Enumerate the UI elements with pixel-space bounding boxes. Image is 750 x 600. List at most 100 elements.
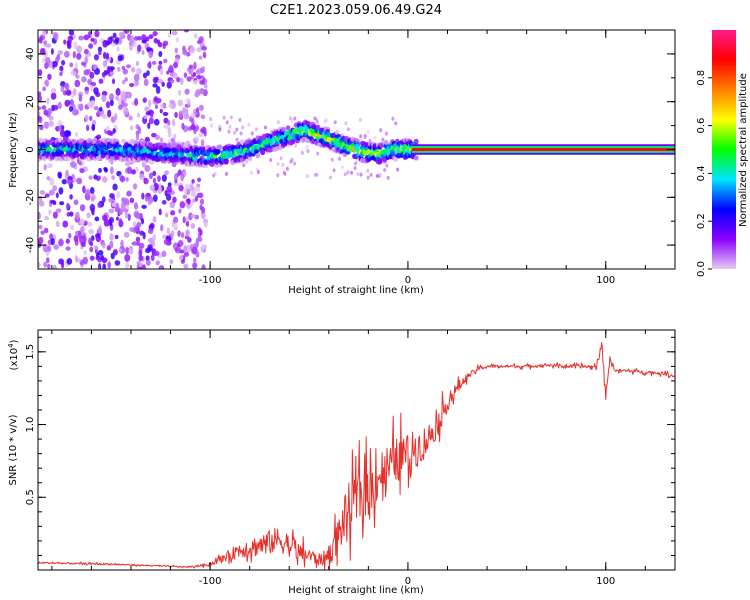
heatmap-noise-cell bbox=[55, 220, 60, 228]
heatmap-noise-cell bbox=[123, 30, 130, 34]
heatmap-noise-cell bbox=[38, 91, 42, 97]
heatmap-noise-cell bbox=[78, 161, 82, 166]
heatmap-noise-cell bbox=[162, 234, 166, 239]
heatmap-noise-cell bbox=[38, 211, 41, 220]
heatmap-noise-cell bbox=[170, 230, 175, 237]
heatmap-noise-cell bbox=[354, 161, 358, 166]
heatmap-noise-cell bbox=[74, 79, 81, 88]
heatmap-noise-cell bbox=[366, 175, 370, 180]
heatmap-noise-cell bbox=[43, 40, 48, 45]
heatmap-ridge-cell bbox=[223, 159, 229, 165]
heatmap-noise-cell bbox=[97, 51, 102, 56]
heatmap-noise-cell bbox=[112, 249, 118, 256]
heatmap-noise-cell bbox=[169, 64, 173, 71]
heatmap-noise-cell bbox=[111, 175, 116, 180]
heatmap-noise-cell bbox=[169, 201, 176, 209]
heatmap-noise-cell bbox=[58, 238, 64, 247]
heatmap-noise-cell bbox=[328, 175, 332, 180]
heatmap-noise-cell bbox=[80, 225, 85, 233]
heatmap-noise-cell bbox=[225, 120, 229, 125]
heatmap-noise-cell bbox=[183, 245, 187, 253]
heatmap-x-tick-label: -100 bbox=[199, 275, 222, 286]
heatmap-noise-cell bbox=[38, 116, 43, 124]
heatmap-noise-cell bbox=[192, 257, 197, 263]
heatmap-noise-cell bbox=[91, 123, 96, 131]
heatmap-noise-cell bbox=[358, 117, 362, 122]
snr-y-tick-label: 1.0 bbox=[25, 417, 36, 433]
heatmap-noise-cell bbox=[109, 66, 115, 71]
heatmap-noise-cell bbox=[89, 71, 95, 79]
heatmap-noise-cell bbox=[173, 133, 177, 140]
heatmap-noise-cell bbox=[212, 173, 216, 178]
heatmap-noise-cell bbox=[129, 82, 135, 88]
heatmap-noise-cell bbox=[39, 190, 46, 195]
heatmap-noise-cell bbox=[378, 172, 382, 177]
heatmap-noise-cell bbox=[330, 157, 334, 162]
colorbar-ticks: 0.0 0.2 0.4 0.6 0.8 bbox=[696, 70, 712, 277]
heatmap-ridge-cell bbox=[72, 139, 77, 145]
heatmap-noise-cell bbox=[104, 167, 108, 173]
heatmap-noise-cell bbox=[66, 40, 71, 49]
heatmap-noise-cell bbox=[130, 169, 137, 175]
heatmap-noise-cell bbox=[133, 73, 140, 82]
heatmap-noise-cell bbox=[102, 214, 108, 222]
heatmap-noise-cell bbox=[145, 260, 151, 266]
heatmap-noise-cell bbox=[182, 170, 187, 176]
heatmap-noise-cell bbox=[190, 124, 196, 131]
heatmap-noise-cell bbox=[83, 34, 90, 41]
heatmap-noise-cell bbox=[196, 107, 200, 113]
heatmap-noise-cell bbox=[123, 231, 130, 238]
heatmap-noise-cell bbox=[148, 172, 153, 180]
snr-x-ticks: -100 0 100 bbox=[51, 330, 646, 587]
heatmap-noise-cell bbox=[67, 178, 72, 186]
snr-y-tick-label: 1.5 bbox=[25, 344, 36, 360]
heatmap-noise-cell bbox=[121, 65, 126, 71]
heatmap-noise-cell bbox=[57, 50, 64, 55]
heatmap-noise-cell bbox=[155, 260, 161, 266]
heatmap-noise-cell bbox=[343, 172, 347, 177]
heatmap-noise-cell bbox=[159, 108, 163, 114]
heatmap-noise-cell bbox=[108, 93, 115, 101]
heatmap-noise-cell bbox=[239, 131, 243, 136]
heatmap-noise-cell bbox=[78, 35, 85, 41]
heatmap-noise-cell bbox=[135, 212, 141, 219]
heatmap-noise-cell bbox=[85, 69, 91, 74]
heatmap-noise-cell bbox=[138, 260, 142, 268]
heatmap-noise-cell bbox=[177, 230, 181, 237]
heatmap-noise-cell bbox=[105, 52, 110, 60]
heatmap-noise-cell bbox=[125, 177, 129, 182]
snr-y-tick-label: 0.5 bbox=[25, 489, 36, 505]
heatmap-noise-cell bbox=[47, 107, 53, 115]
heatmap-noise-cell bbox=[88, 43, 94, 49]
heatmap-noise-cell bbox=[198, 88, 205, 95]
heatmap-noise-cell bbox=[141, 217, 145, 225]
heatmap-noise-cell bbox=[110, 42, 116, 47]
heatmap-noise-cell bbox=[102, 60, 108, 68]
heatmap-noise-cell bbox=[148, 227, 154, 235]
heatmap-noise-cell bbox=[183, 113, 190, 120]
heatmap-ridge-cell bbox=[355, 144, 361, 150]
heatmap-noise-cell bbox=[141, 39, 148, 44]
heatmap-noise-cell bbox=[43, 261, 48, 268]
heatmap-noise-cell bbox=[127, 213, 131, 221]
heatmap-noise-cell bbox=[101, 71, 106, 78]
heatmap-noise-cell bbox=[218, 127, 222, 132]
heatmap-noise-cell bbox=[355, 158, 359, 163]
heatmap-noise-cell bbox=[153, 250, 160, 257]
heatmap-noise-cell bbox=[150, 112, 154, 118]
heatmap-noise-cell bbox=[38, 111, 41, 117]
heatmap-noise-cell bbox=[50, 237, 55, 246]
heatmap-noise-cell bbox=[77, 230, 82, 238]
heatmap-noise-cell bbox=[74, 254, 78, 263]
heatmap-noise-cell bbox=[152, 30, 158, 37]
heatmap-noise-cell bbox=[121, 197, 126, 203]
heatmap-noise-cell bbox=[80, 61, 86, 66]
heatmap-noise-cell bbox=[340, 165, 344, 170]
heatmap-noise-cell bbox=[254, 127, 258, 132]
heatmap-noise-cell bbox=[190, 223, 196, 229]
heatmap-y-tick-label: 0 bbox=[25, 146, 36, 152]
heatmap-noise-cell bbox=[186, 188, 191, 196]
heatmap-noise-cell bbox=[269, 157, 273, 162]
heatmap-noise-cell bbox=[200, 114, 206, 120]
heatmap-noise-cell bbox=[203, 221, 208, 228]
